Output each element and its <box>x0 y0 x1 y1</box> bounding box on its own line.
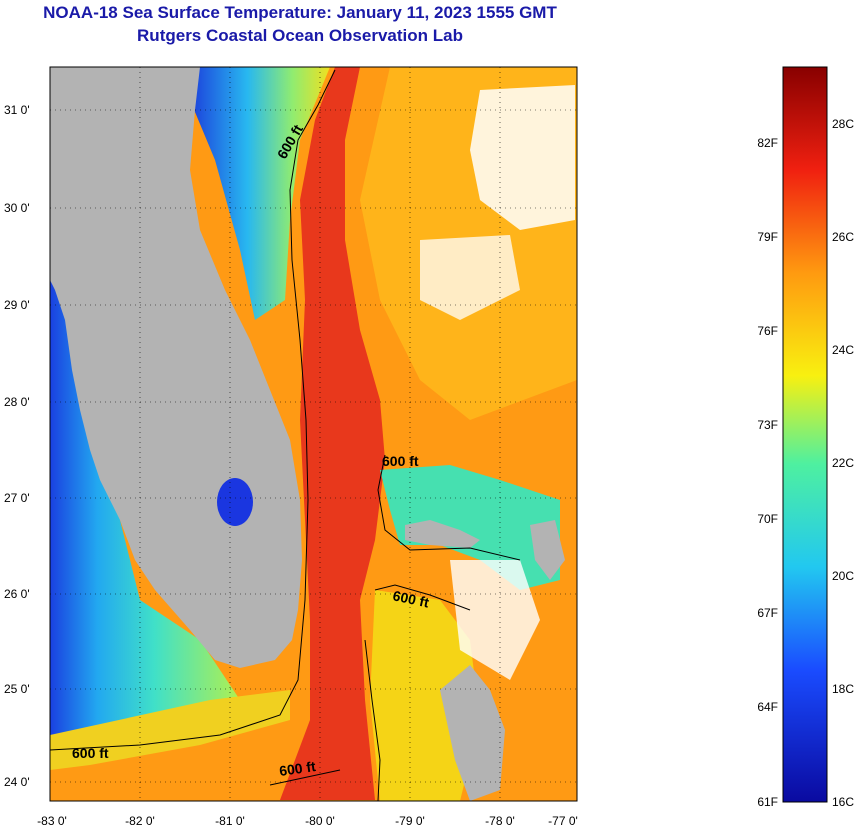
lat-tick-label: 24 0' <box>4 775 30 789</box>
cloud-patch-middle <box>420 235 520 320</box>
sst-map-panel: 600 ft 600 ft 600 ft 600 ft 600 ft <box>50 67 577 801</box>
isobath-600ft-keys <box>269 769 341 786</box>
colorbar-f-label: 61F <box>757 795 778 809</box>
colorbar-c-label: 24C <box>832 343 854 357</box>
colorbar-c-label: 16C <box>832 795 854 809</box>
andros-island-land <box>440 665 505 801</box>
lat-tick-label: 25 0' <box>4 682 30 696</box>
lon-tick-label: -79 0' <box>395 814 425 828</box>
latitude-axis: 31 0' 30 0' 29 0' 28 0' 27 0' 26 0' 25 0… <box>4 103 30 789</box>
lon-tick-label: -83 0' <box>37 814 67 828</box>
isobath-600ft-little-bahama-bank <box>377 454 521 561</box>
colorbar-c-label: 26C <box>832 230 854 244</box>
cloud-patch-south <box>450 560 540 680</box>
lon-tick-label: -80 0' <box>305 814 335 828</box>
map-frame <box>49 66 578 802</box>
lat-tick-label: 31 0' <box>4 103 30 117</box>
florida-keys-water <box>50 690 290 770</box>
gulf-stream-core <box>280 67 385 800</box>
colorbar-c-label: 22C <box>832 456 854 470</box>
temperature-colorbar: 82F 79F 76F 73F 70F 67F 64F 61F 28C 26C … <box>757 66 854 809</box>
isobath-600ft-florida <box>50 69 336 751</box>
lon-tick-label: -77 0' <box>548 814 578 828</box>
colorbar-f-label: 82F <box>757 136 778 150</box>
colorbar-c-label: 28C <box>832 117 854 131</box>
colorbar-f-label: 70F <box>757 512 778 526</box>
lat-tick-label: 26 0' <box>4 587 30 601</box>
lake-okeechobee <box>217 478 253 526</box>
abaco-island-land <box>530 520 565 580</box>
grand-bahama-land <box>405 520 480 548</box>
colorbar-c-label: 20C <box>832 569 854 583</box>
colorbar-f-label: 67F <box>757 606 778 620</box>
lon-tick-label: -81 0' <box>215 814 245 828</box>
north-shelf-cool-water <box>180 67 330 320</box>
isobath-600ft-south <box>364 639 381 801</box>
contour-label: 600 ft <box>382 453 419 469</box>
colorbar-f-label: 79F <box>757 230 778 244</box>
lat-tick-label: 28 0' <box>4 395 30 409</box>
lat-tick-label: 30 0' <box>4 201 30 215</box>
map-title: NOAA-18 Sea Surface Temperature: January… <box>43 3 557 22</box>
colorbar-f-label: 73F <box>757 418 778 432</box>
lon-tick-label: -82 0' <box>125 814 155 828</box>
lat-tick-label: 27 0' <box>4 491 30 505</box>
cloud-patch-north <box>470 85 575 230</box>
contour-label: 600 ft <box>72 745 109 761</box>
map-subtitle: Rutgers Coastal Ocean Observation Lab <box>137 26 463 45</box>
contour-label: 600 ft <box>391 587 430 610</box>
colorbar-f-label: 64F <box>757 700 778 714</box>
longitude-axis: -83 0' -82 0' -81 0' -80 0' -79 0' -78 0… <box>37 814 578 828</box>
colorbar-gradient <box>782 66 828 803</box>
lat-tick-label: 29 0' <box>4 298 30 312</box>
isobath-600ft-great-bahama-bank <box>374 584 471 611</box>
contour-label: 600 ft <box>278 758 317 779</box>
colorbar-f-label: 76F <box>757 324 778 338</box>
colorbar-c-label: 18C <box>832 682 854 696</box>
lon-tick-label: -78 0' <box>485 814 515 828</box>
